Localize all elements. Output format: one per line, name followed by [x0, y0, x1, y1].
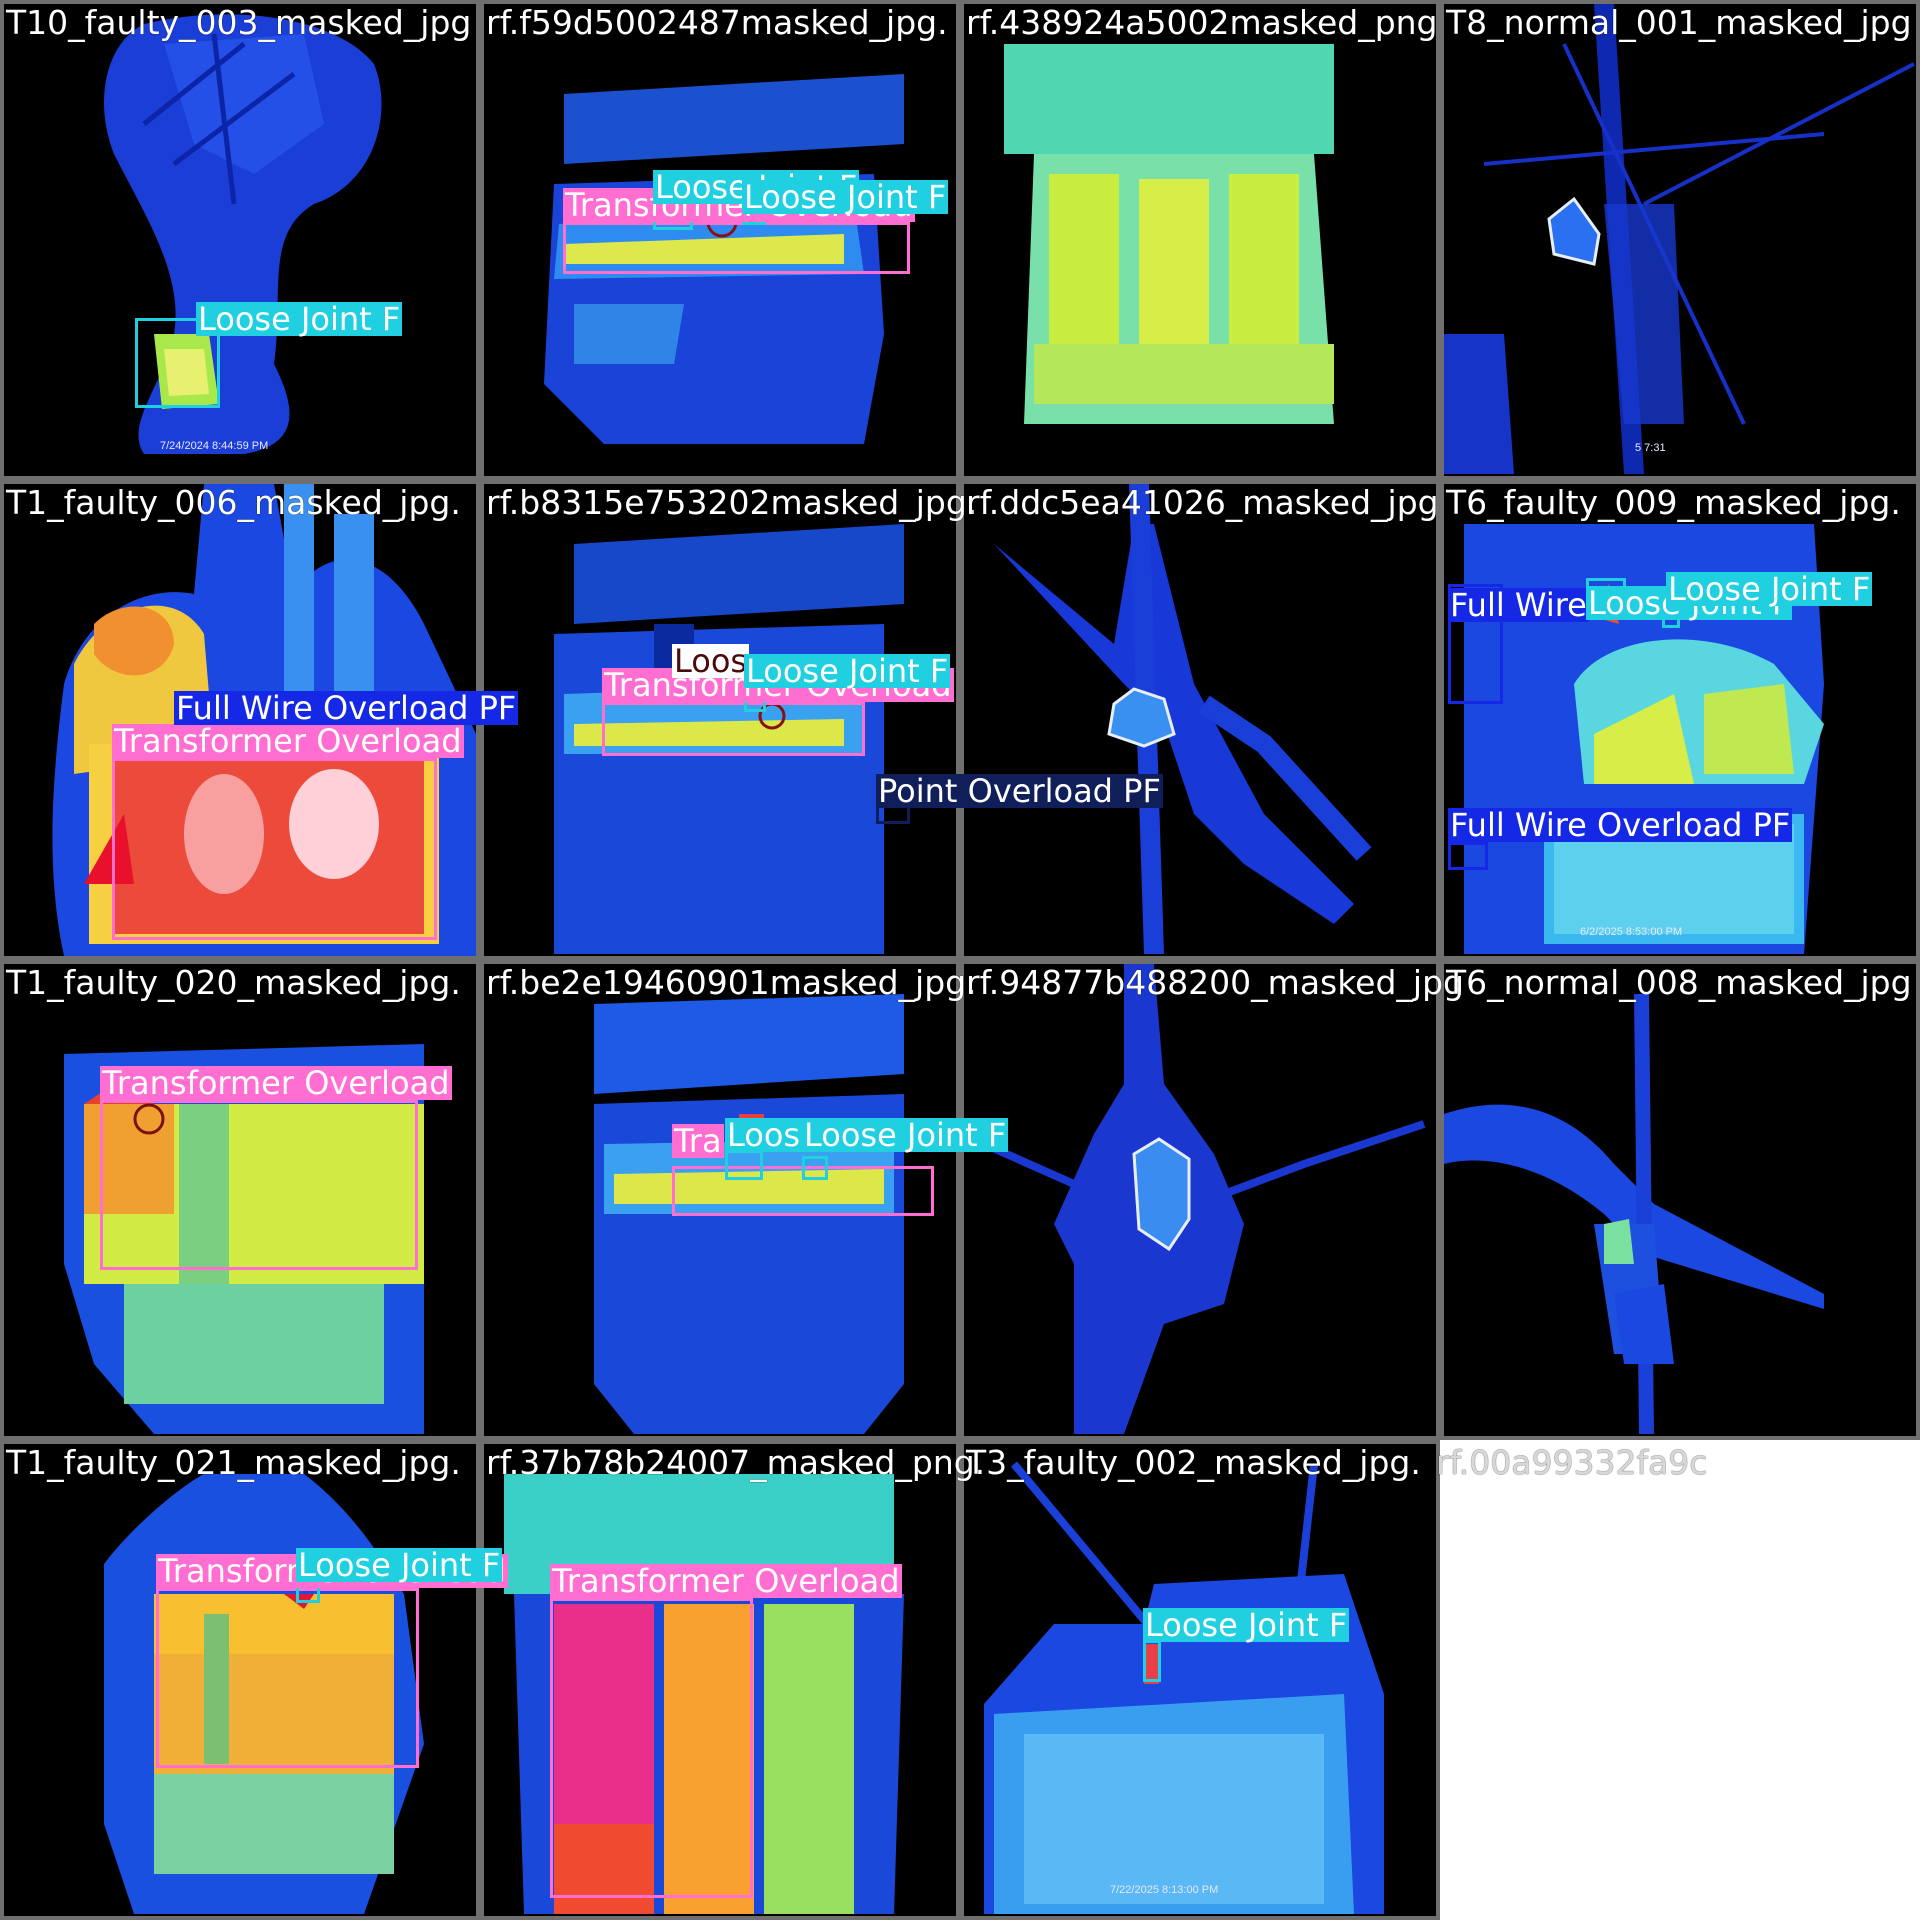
- tile-2[interactable]: [960, 0, 1440, 480]
- thermal-image: [1444, 484, 1916, 956]
- bbox-transformer-overload: [602, 702, 865, 756]
- tile-6[interactable]: [960, 480, 1440, 960]
- thermal-image: [484, 4, 956, 476]
- thermal-image: [484, 1444, 956, 1916]
- label-loose-joint: Loose Joint F: [1143, 1606, 1350, 1644]
- timestamp: 7/24/2024 8:44:59 PM: [160, 440, 269, 452]
- label-full-wire-overload: Full Wire Overload PF: [1448, 806, 1793, 844]
- tile-10[interactable]: [960, 960, 1440, 1440]
- bbox-loose-joint: [725, 1150, 763, 1180]
- tile-14[interactable]: Loose Joint F 7/22/2025 8:13:00 PM: [960, 1440, 1440, 1920]
- bbox-transformer-overload: [156, 1588, 419, 1768]
- label-loose-joint: Loose Joint F: [1666, 570, 1873, 608]
- tile-7[interactable]: Full Wire Loose Joint F Loose Joint F Fu…: [1440, 480, 1920, 960]
- label-transformer-overload: Transformer Overload: [112, 722, 464, 760]
- tile-13[interactable]: Transformer Overload: [480, 1440, 960, 1920]
- bbox-loose-joint: [802, 1156, 828, 1180]
- thermal-image: [1444, 4, 1916, 476]
- label-transformer-overload: Transformer Overload: [550, 1562, 902, 1600]
- bbox-transformer-overload: [563, 222, 910, 274]
- label-loose-joint: Loos: [672, 642, 750, 680]
- thermal-image: [1444, 964, 1916, 1436]
- bbox-transformer-overload: [100, 1100, 418, 1270]
- bbox-loose-joint: [1143, 1640, 1161, 1682]
- timestamp: 5 7:31: [1635, 442, 1666, 454]
- bbox-full-wire: [1448, 584, 1503, 704]
- tile-1[interactable]: Transformer Overload Loose Joint F Loose…: [480, 0, 960, 480]
- tile-12[interactable]: Transformer Overload Loose Joint F: [0, 1440, 508, 1920]
- thermal-image: [964, 1444, 1436, 1916]
- tile-0[interactable]: Loose Joint F 7/24/2024 8:44:59 PM: [0, 0, 480, 480]
- label-full-wire: Full Wire: [1448, 586, 1589, 624]
- bbox-loose-joint: [135, 318, 220, 408]
- tile-4[interactable]: Transformer Overload Full Wire Overload …: [0, 480, 519, 960]
- tile-11[interactable]: [1440, 960, 1920, 1440]
- label-transformer-overload: Tra: [672, 1122, 724, 1160]
- thermal-image: [964, 484, 1436, 956]
- bbox-full-wire-overload: [1448, 842, 1488, 870]
- label-full-wire-overload: Full Wire Overload PF: [174, 689, 519, 727]
- label-loose-joint: Loose Joint F: [196, 300, 403, 338]
- label-loose-joint: Loos: [725, 1116, 803, 1154]
- tile-3[interactable]: 5 7:31: [1440, 0, 1920, 480]
- thermal-image: [964, 4, 1436, 476]
- label-loose-joint: Loose Joint F: [744, 652, 951, 690]
- label-loose-joint: Loose Joint F: [742, 178, 949, 216]
- tile-8[interactable]: Transformer Overload: [0, 960, 480, 1440]
- timestamp: 6/2/2025 8:53:00 PM: [1580, 926, 1683, 938]
- thermal-image: [4, 964, 476, 1436]
- label-loose-joint: Loose Joint F: [802, 1116, 1009, 1154]
- tile-5[interactable]: Transformer Overload Loos Loose Joint F …: [480, 480, 1163, 960]
- timestamp: 7/22/2025 8:13:00 PM: [1110, 1884, 1219, 1896]
- bbox-transformer-overload: [550, 1598, 753, 1898]
- bbox-transformer-overload: [112, 758, 437, 940]
- thermal-image: [4, 4, 476, 476]
- label-point-overload: Point Overload PF: [876, 772, 1163, 810]
- label-transformer-overload: Transformer Overload: [100, 1064, 452, 1102]
- tile-9[interactable]: Tra Loos Loose Joint F: [480, 960, 1009, 1440]
- thermal-image: [964, 964, 1436, 1436]
- label-loose-joint: Loose Joint F: [296, 1546, 503, 1584]
